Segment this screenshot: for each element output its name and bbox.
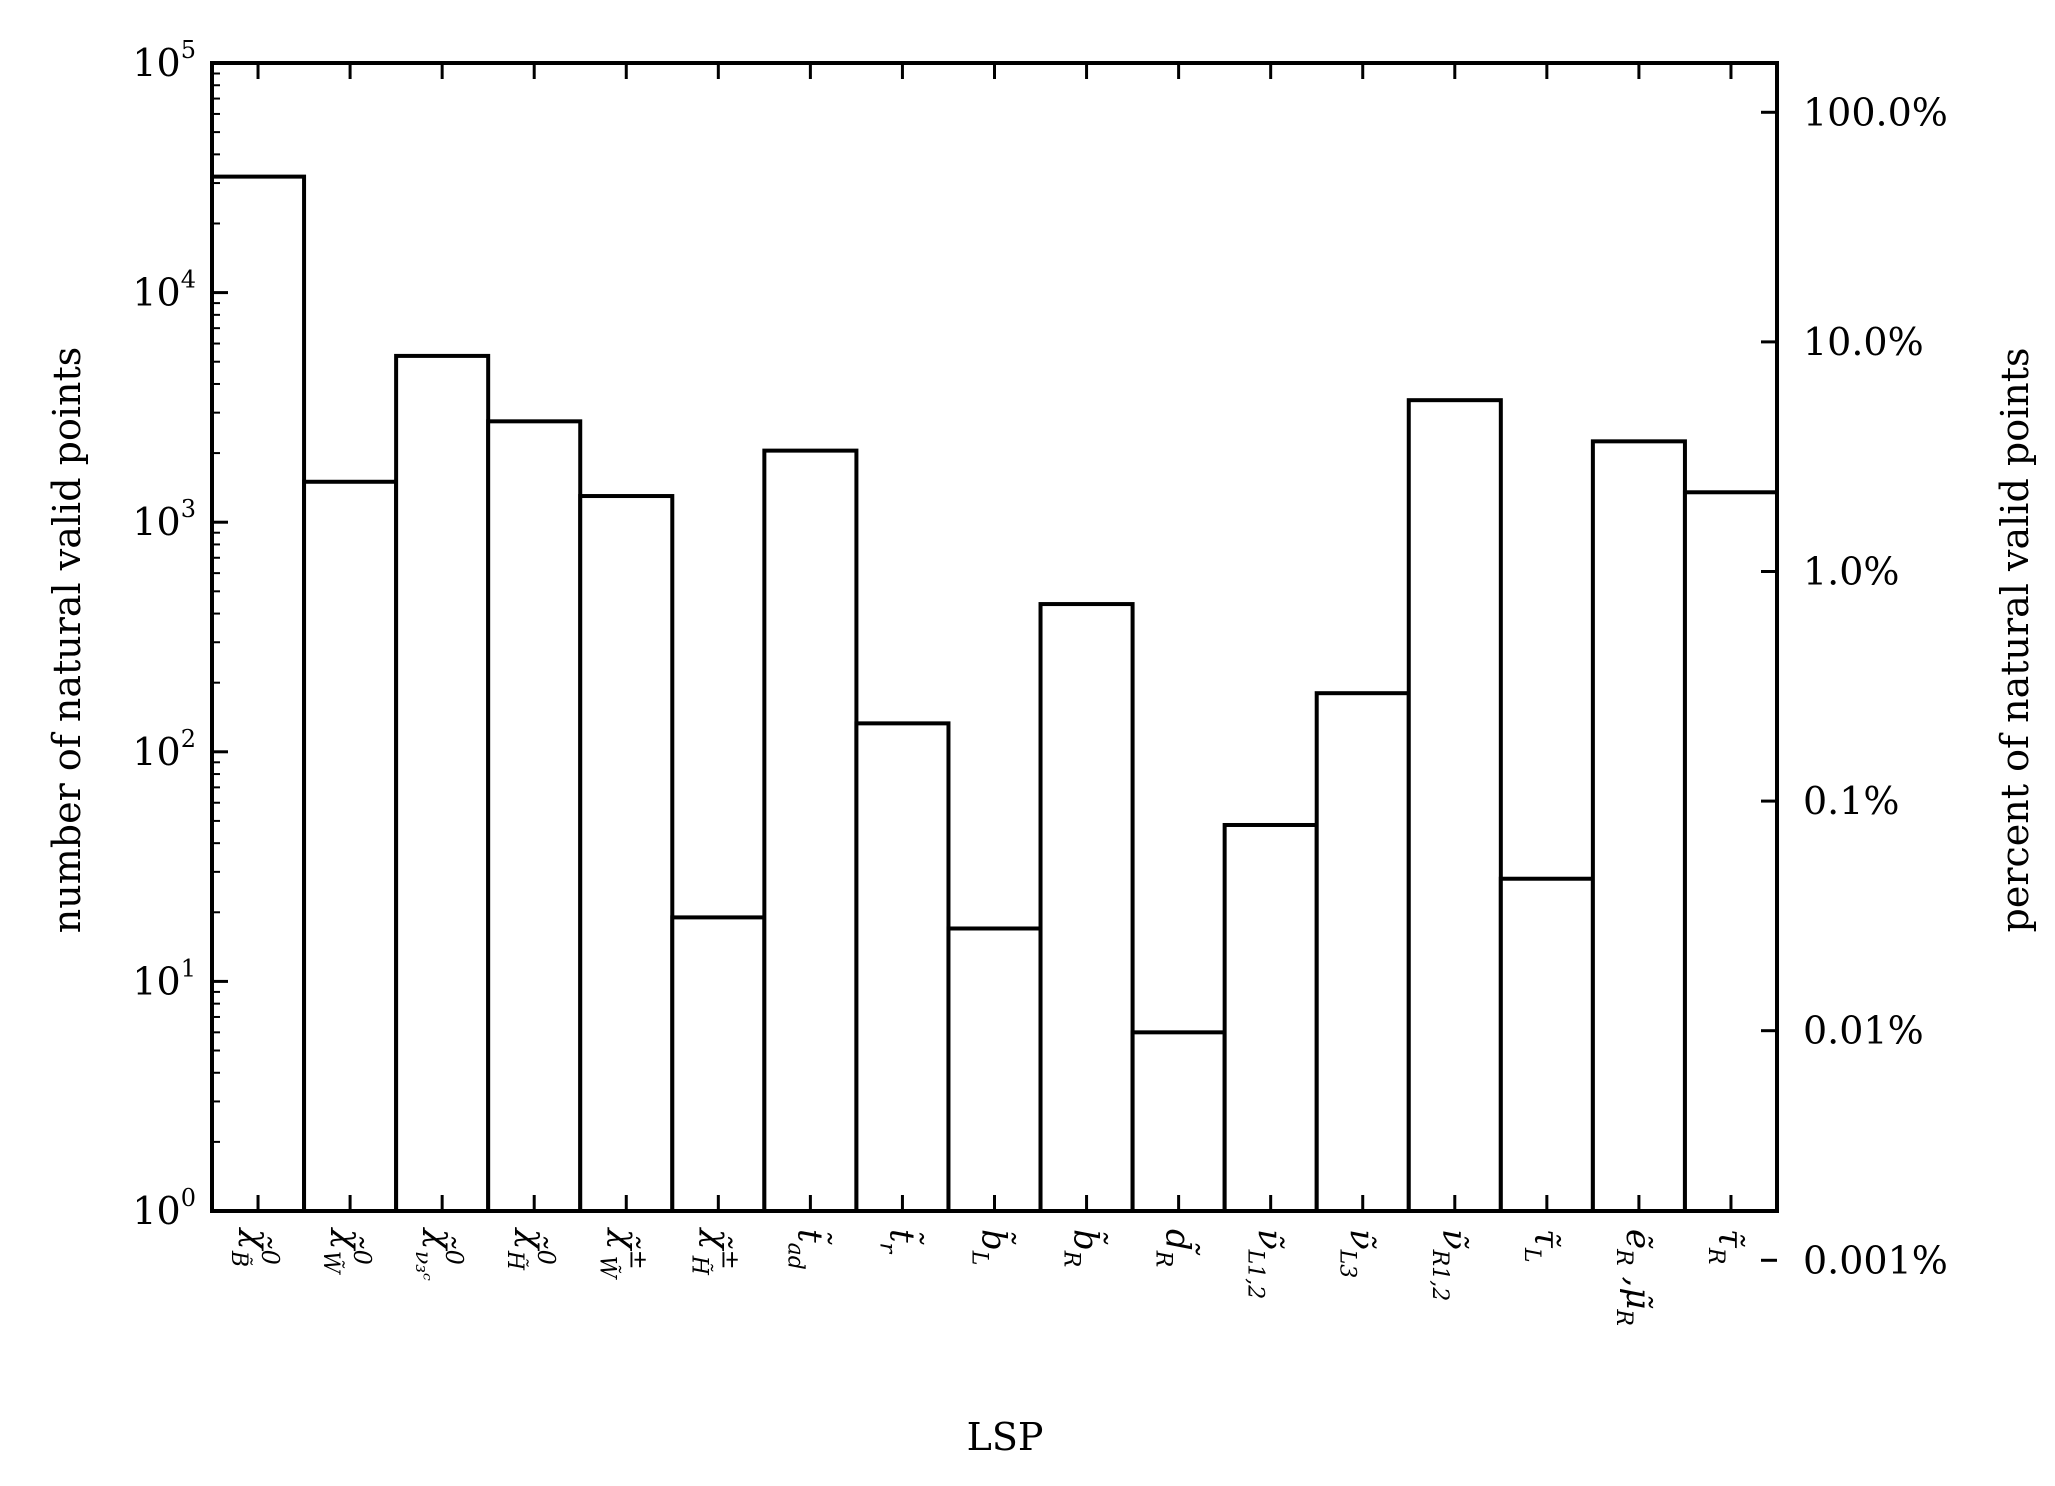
bars-group	[210, 174, 1779, 1214]
y-tick-label-1: 101	[132, 954, 196, 1003]
bar-3	[486, 419, 583, 1213]
x-tick-label-7: t̃r	[874, 1229, 924, 1255]
y-axis-label-right: percent of natural valid points	[1993, 348, 2037, 933]
left-axis-ticks: 100 101 102 103 104 105	[132, 36, 228, 1233]
x-tick-label-12: ν̃L3	[1335, 1229, 1382, 1278]
x-tick-label-16: τ̃R	[1703, 1229, 1750, 1264]
right-axis-ticks: 0.001% 0.01% 0.1% 1.0% 10.0% 100.0%	[1761, 90, 1948, 1282]
x-tick-label-3: χ̃0H̃	[502, 1227, 560, 1271]
bar-0	[210, 174, 307, 1214]
x-tick-label-13: ν̃R1,2	[1427, 1229, 1474, 1301]
x-tick-label-6: t̃ad	[782, 1229, 832, 1270]
y-tick-label-2: 102	[132, 725, 196, 774]
bar-14	[1498, 876, 1595, 1214]
y-tick-label-0: 100	[132, 1184, 196, 1233]
x-tick-label-10: d̃R	[1151, 1229, 1201, 1267]
right-tick-label-1: 0.01%	[1803, 1009, 1924, 1053]
bar-8	[946, 926, 1043, 1214]
bar-9	[1038, 602, 1135, 1213]
bar-11	[1222, 822, 1319, 1213]
bar-1	[302, 479, 399, 1213]
bar-13	[1406, 398, 1503, 1214]
y-tick-label-4: 104	[132, 266, 196, 315]
y-tick-label-5: 105	[132, 36, 196, 85]
right-tick-label-2: 0.1%	[1803, 779, 1900, 823]
x-axis-ticks: χ̃0B̃ χ̃0W̃ χ̃0ν₃ᶜ χ̃0H̃ χ̃±W̃ χ̃±H̃ t̃ad t̃r b̃…	[226, 63, 1750, 1326]
right-tick-label-4: 10.0%	[1803, 320, 1924, 364]
bar-5	[670, 915, 767, 1214]
x-tick-label-2: χ̃0ν₃ᶜ	[410, 1227, 468, 1281]
bar-7	[854, 721, 951, 1213]
x-tick-label-11: ν̃L1,2	[1243, 1229, 1290, 1299]
bar-6	[762, 448, 859, 1213]
right-tick-label-3: 1.0%	[1803, 549, 1900, 593]
x-tick-label-14: τ̃L	[1519, 1229, 1566, 1262]
x-tick-label-4: χ̃±W̃	[594, 1227, 652, 1281]
right-tick-label-5: 100.0%	[1803, 90, 1948, 134]
x-tick-label-5: χ̃±H̃	[686, 1227, 744, 1276]
x-tick-label-8: b̃L	[967, 1229, 1017, 1265]
bar-10	[1130, 1030, 1227, 1213]
bar-12	[1314, 691, 1411, 1213]
y-tick-label-3: 103	[132, 495, 196, 544]
x-tick-label-15: ẽR ,μ̃R	[1611, 1229, 1658, 1326]
x-tick-label-9: b̃R	[1059, 1229, 1109, 1267]
x-tick-label-0: χ̃0B̃	[226, 1227, 284, 1267]
bar-15	[1590, 439, 1687, 1214]
bar-16	[1682, 490, 1779, 1213]
bar-2	[394, 353, 491, 1213]
y-axis-label-left: number of natural valid points	[45, 347, 89, 933]
bar-4	[578, 494, 675, 1213]
x-tick-label-1: χ̃0W̃	[318, 1227, 376, 1276]
x-axis-label: LSP	[967, 1415, 1044, 1459]
right-tick-label-0: 0.001%	[1803, 1238, 1948, 1282]
